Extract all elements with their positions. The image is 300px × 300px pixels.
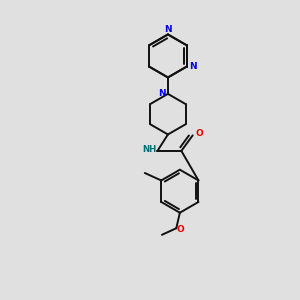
Text: O: O: [177, 225, 184, 234]
Text: N: N: [189, 62, 197, 71]
Text: N: N: [164, 26, 172, 34]
Text: NH: NH: [142, 145, 156, 154]
Text: O: O: [195, 129, 203, 138]
Text: N: N: [158, 89, 166, 98]
